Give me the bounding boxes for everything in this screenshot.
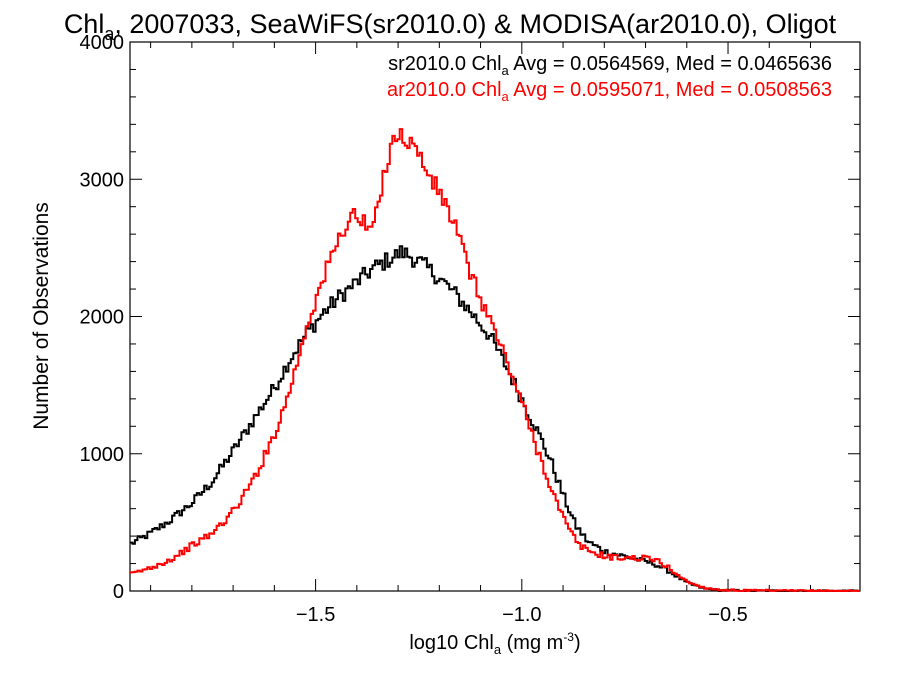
legend-1-subscript: a xyxy=(502,89,510,104)
legend-1-rest: Avg = 0.0595071, Med = 0.0508563 xyxy=(509,79,832,101)
plot-area xyxy=(129,41,861,592)
xlabel-superscript: -3 xyxy=(563,630,574,644)
xlabel-prefix: log10 Chl xyxy=(409,632,494,654)
chart-title: Chla, 2007033, SeaWiFS(sr2010.0) & MODIS… xyxy=(64,9,837,44)
legend-0-rest: Avg = 0.0564569, Med = 0.0465636 xyxy=(509,53,832,75)
series-line-ar2010.0 xyxy=(130,128,860,592)
x-tick-label: −0.5 xyxy=(708,604,747,626)
x-axis-label: log10 Chla (mg m-3) xyxy=(409,630,580,657)
legend-entry-sr2010: sr2010.0 Chla Avg = 0.0564569, Med = 0.0… xyxy=(388,53,832,78)
legend-1-prefix: ar2010.0 Chl xyxy=(387,79,502,101)
y-tick-label: 4000 xyxy=(80,32,125,54)
xlabel-mid: (mg m xyxy=(501,632,563,654)
tick-labels: −1.5 −1.0 −0.5 0 1000 2000 3000 4000 xyxy=(80,32,748,626)
legend-0-prefix: sr2010.0 Chl xyxy=(388,53,501,75)
series-line-sr2010.0 xyxy=(130,245,860,592)
axis-ticks xyxy=(130,41,860,592)
y-tick-label: 3000 xyxy=(80,169,125,191)
title-subscript: a xyxy=(104,24,115,44)
xlabel-end: ) xyxy=(574,632,581,654)
y-tick-label: 1000 xyxy=(80,444,125,466)
title-rest: , 2007033, SeaWiFS(sr2010.0) & MODISA(ar… xyxy=(114,9,836,39)
xlabel-subscript: a xyxy=(494,642,502,657)
y-tick-label: 0 xyxy=(113,581,124,603)
legend-0-subscript: a xyxy=(502,63,510,78)
title-prefix: Chl xyxy=(64,9,105,39)
legend-entry-ar2010: ar2010.0 Chla Avg = 0.0595071, Med = 0.0… xyxy=(387,79,832,104)
y-axis-label: Number of Observations xyxy=(30,202,53,430)
series-lines xyxy=(130,128,860,592)
x-tick-label: −1.0 xyxy=(502,604,541,626)
x-tick-label: −1.5 xyxy=(296,604,335,626)
y-tick-label: 2000 xyxy=(80,307,125,329)
